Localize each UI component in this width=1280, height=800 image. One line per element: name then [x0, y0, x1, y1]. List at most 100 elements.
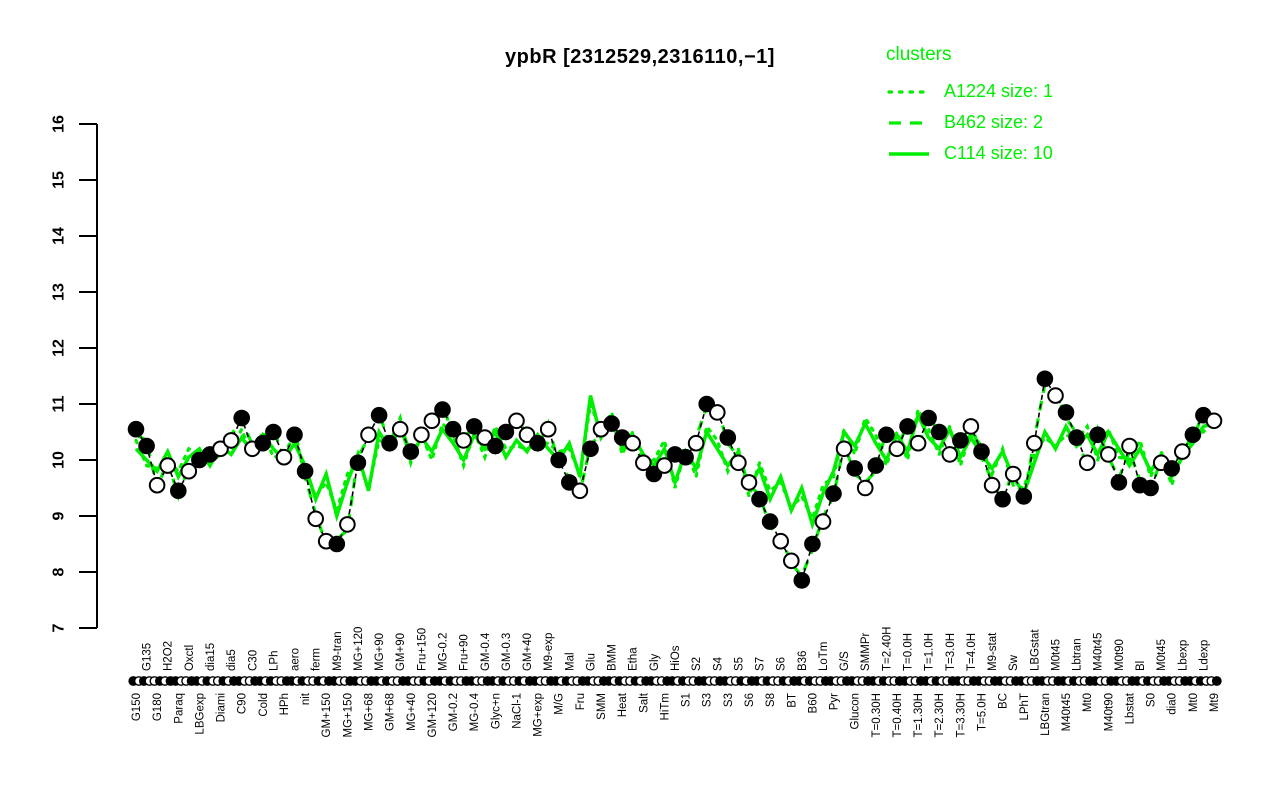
x-condition-label: Cold — [258, 693, 270, 717]
data-point-marker — [360, 426, 377, 444]
x-condition-label: Lbstat — [1124, 692, 1136, 724]
data-point-marker — [370, 406, 388, 424]
x-condition-label: S5 — [733, 657, 745, 671]
data-point-marker — [719, 429, 737, 446]
data-point-marker — [159, 457, 176, 474]
series-line-c114 — [134, 395, 1215, 531]
x-condition-label: S6 — [744, 693, 756, 707]
data-point-marker — [804, 535, 821, 553]
data-point-marker — [624, 434, 642, 452]
y-tick-label: 8 — [51, 567, 68, 576]
x-condition-label: Mt9 — [1209, 693, 1221, 712]
data-point-marker — [391, 420, 409, 438]
data-point-marker — [1142, 479, 1159, 497]
data-point-marker — [751, 490, 768, 508]
data-point-marker — [1068, 429, 1085, 446]
legend-line-solid-icon — [889, 151, 929, 156]
x-condition-label: LPhT — [1019, 693, 1031, 721]
x-condition-label: Ldexp — [1198, 640, 1210, 671]
data-point-marker — [497, 423, 515, 441]
data-point-marker — [783, 552, 800, 570]
x-condition-label: Mt0 — [1188, 693, 1200, 712]
x-condition-label: Fru+90 — [459, 634, 471, 671]
x-condition-label: GM+40 — [522, 633, 534, 671]
data-point-marker — [888, 440, 906, 458]
x-condition-label: Glucon — [850, 693, 862, 729]
data-point-marker — [254, 434, 272, 452]
x-condition-label: GM-0.3 — [501, 633, 513, 671]
x-condition-label: HiTm — [659, 693, 671, 720]
data-point-marker — [603, 415, 620, 432]
data-point-marker — [878, 426, 895, 444]
data-point-marker — [1110, 474, 1128, 491]
data-point-marker — [222, 432, 240, 449]
x-condition-label: LBGtran — [1040, 693, 1052, 736]
x-condition-label: Mt0 — [1082, 693, 1094, 712]
y-tick-label: 15 — [51, 171, 68, 189]
data-point-marker — [909, 434, 927, 452]
legend-line-dashed-icon — [889, 120, 929, 125]
y-tick-label: 7 — [51, 623, 68, 632]
x-condition-label: T=3.30H — [955, 693, 967, 737]
data-point-marker — [529, 434, 546, 452]
x-condition-label: S4 — [712, 656, 724, 671]
x-condition-label: M40t45 — [1093, 633, 1105, 671]
data-point-marker — [349, 454, 367, 472]
x-condition-label: BMM — [607, 644, 619, 671]
data-point-marker — [856, 479, 874, 497]
data-point-marker — [814, 513, 832, 530]
data-point-marker — [265, 423, 282, 441]
x-condition-label: G150 — [131, 693, 143, 721]
legend-item-label: C114 size: 10 — [944, 143, 1053, 163]
data-point-marker — [1078, 454, 1096, 472]
x-condition-label: dia15 — [205, 643, 217, 671]
data-point-marker — [1100, 446, 1117, 463]
x-condition-label: Glu — [585, 653, 597, 671]
x-condition-label: LPh — [268, 651, 280, 671]
data-point-marker — [635, 454, 652, 472]
data-point-marker — [1163, 460, 1180, 477]
legend-item-label: B462 size: 2 — [944, 112, 1044, 132]
x-condition-label: Fru+150 — [416, 628, 428, 671]
data-point-marker — [212, 440, 229, 458]
data-point-marker — [423, 412, 441, 430]
x-condition-label: T=4.0H — [966, 633, 978, 671]
x-condition-label: B36 — [797, 651, 809, 671]
data-point-marker — [508, 412, 525, 430]
data-point-marker — [476, 429, 494, 446]
x-condition-label: M9-exp — [543, 633, 555, 671]
clusters-legend: clusters A1224 size: 1 B462 size: 2 C114… — [886, 44, 1053, 169]
x-condition-label: GM-0.4 — [480, 632, 492, 671]
data-point-marker — [127, 420, 145, 438]
data-point-marker — [1205, 412, 1223, 430]
x-condition-label: GM+68 — [385, 693, 397, 731]
data-point-marker — [1057, 404, 1075, 421]
x-condition-label: MG-0.4 — [469, 692, 481, 731]
x-condition-label: Sw — [1008, 654, 1020, 671]
x-condition-label: T=2.30H — [934, 693, 946, 737]
x-condition-label: MG+exp — [533, 693, 545, 737]
x-condition-label: S8 — [765, 693, 777, 707]
data-point-marker — [846, 460, 864, 477]
x-condition-label: T=3.0H — [945, 633, 957, 671]
data-point-marker — [994, 490, 1011, 508]
data-point-marker — [1036, 370, 1054, 388]
legend-item-c114: C114 size: 10 — [886, 138, 1053, 169]
x-condition-label: MG+150 — [342, 693, 354, 737]
series-line-a1224 — [134, 397, 1216, 524]
x-condition-label: M9-tran — [332, 631, 344, 671]
data-point-marker — [730, 454, 747, 472]
x-condition-label: GM+90 — [395, 633, 407, 671]
data-point-marker — [687, 434, 705, 452]
data-point-marker — [740, 474, 758, 491]
x-condition-label: S0 — [1146, 693, 1158, 707]
y-tick-label: 10 — [51, 451, 68, 469]
x-condition-label: ferm — [311, 648, 323, 671]
x-condition-label: S6 — [776, 657, 788, 671]
data-point-marker — [962, 418, 980, 435]
data-point-marker — [381, 434, 398, 452]
x-condition-label: Fru — [575, 693, 587, 710]
data-point-marker — [825, 485, 842, 502]
x-condition-label: MG-0.2 — [437, 633, 449, 671]
x-condition-label: M0t45 — [1050, 639, 1062, 671]
